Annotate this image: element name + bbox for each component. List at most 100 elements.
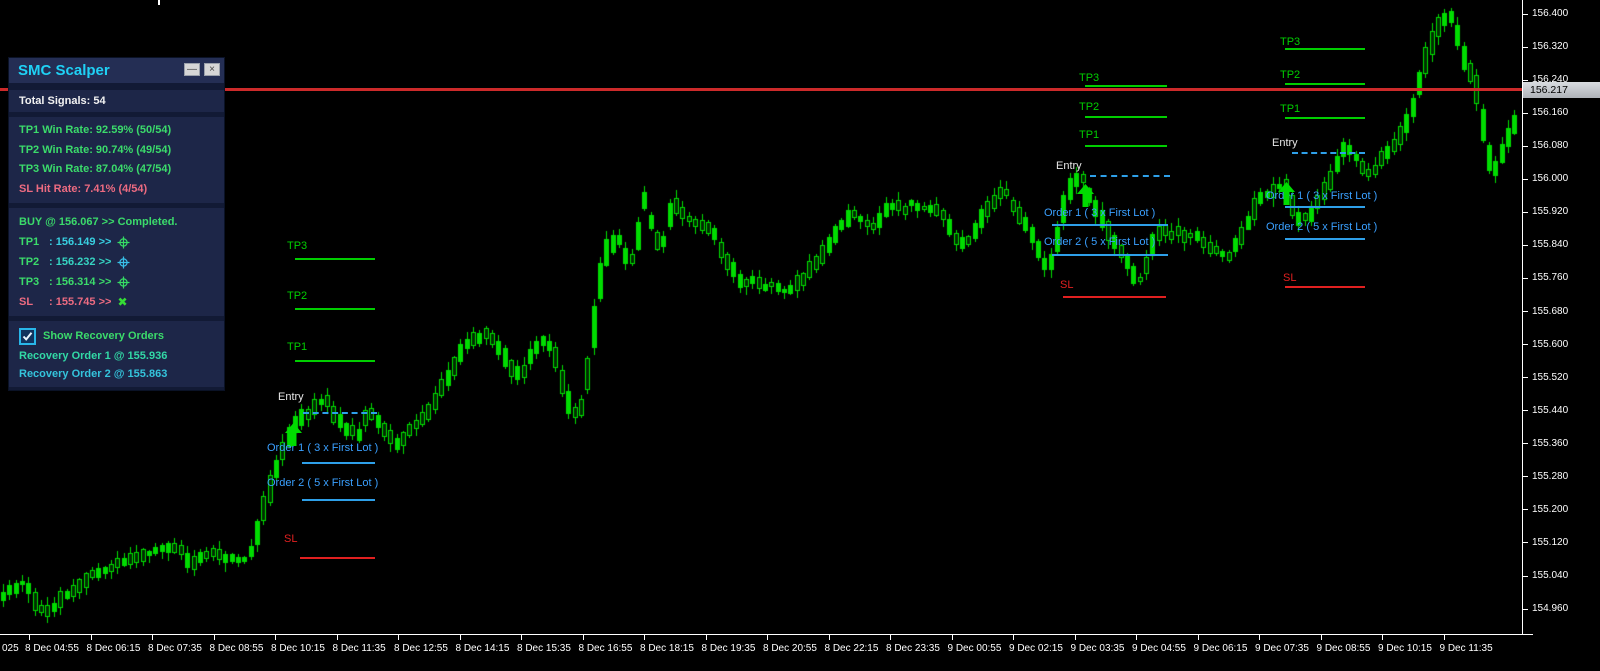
- checkmark-icon: [22, 331, 33, 341]
- time-axis-tick: [213, 635, 215, 640]
- time-axis-label: 8 Dec 12:55: [394, 643, 448, 654]
- price-axis-label: 155.600: [1532, 338, 1569, 350]
- price-axis-label: 156.160: [1532, 107, 1569, 119]
- price-axis-label: 155.200: [1532, 503, 1569, 515]
- order-label: Order 2 ( 5 x First Lot ): [1266, 221, 1378, 233]
- time-axis-tick: [890, 635, 891, 640]
- crosshair-icon: [117, 236, 130, 249]
- signal-row-label: TP1: [19, 236, 40, 248]
- time-axis[interactable]: 025 8 Dec 04:55 8 Dec 06:15 8 Dec 07:35 8 D…: [0, 634, 1600, 671]
- time-axis-tick: [275, 635, 276, 640]
- order-label: Order 2 ( 5 x First Lot ): [267, 477, 379, 489]
- entry-label: Entry: [278, 391, 304, 403]
- price-axis-tick: [1523, 46, 1528, 48]
- panel-titlebar[interactable]: SMC Scalper — ×: [9, 58, 224, 83]
- buy-arrow-icon: [285, 423, 302, 451]
- price-axis-label: 156.400: [1532, 8, 1569, 19]
- tp-label: TP1: [1280, 103, 1301, 115]
- order-line: [302, 462, 375, 464]
- sl-line: [300, 557, 375, 559]
- time-axis-label: 8 Dec 11:35: [332, 643, 386, 654]
- win-rate-row: SL Hit Rate: 7.41% (4/54): [19, 182, 148, 195]
- time-axis-label: 8 Dec 23:35: [886, 643, 940, 654]
- active-signal-section: BUY @ 156.067 >> Completed. TP1 : 156.14…: [9, 208, 224, 316]
- chart-plot-area[interactable]: TP3 TP2 TP1 Entry Order 1 ( 3 x First Lot ) O…: [0, 0, 1522, 634]
- time-axis-tick: [1443, 635, 1445, 640]
- time-axis-label: 8 Dec 19:35: [701, 643, 756, 654]
- total-signals-section: Total Signals: 54: [9, 90, 224, 112]
- time-axis-label: 8 Dec 15:35: [517, 643, 571, 654]
- tp-label: TP1: [1079, 129, 1100, 141]
- time-axis-tick: [1259, 635, 1260, 640]
- price-axis[interactable]: 156.400 156.320 156.240 156.160 156.080 156.0…: [1522, 0, 1600, 634]
- time-axis-label: 8 Dec 07:35: [148, 643, 202, 654]
- scroll-position-marker: [158, 0, 160, 5]
- time-axis-label: 9 Dec 07:35: [1255, 643, 1309, 654]
- price-axis-label: 155.520: [1532, 371, 1569, 383]
- total-signals-text: Total Signals: 54: [19, 95, 106, 107]
- time-axis-tick: [644, 635, 645, 640]
- order-line: [1052, 224, 1168, 226]
- price-axis-tick: [1523, 244, 1528, 246]
- buy-arrow-icon: [1278, 182, 1295, 210]
- sl-label: SL: [1060, 279, 1074, 291]
- price-axis-tick: [1523, 509, 1528, 511]
- current-price-tag: 156.217: [1523, 82, 1600, 98]
- entry-label: Entry: [1056, 160, 1082, 172]
- price-axis-label: 156.240: [1532, 74, 1569, 86]
- price-axis-tick: [1523, 79, 1528, 81]
- time-axis-label: 9 Dec 03:35: [1070, 643, 1125, 654]
- time-axis-tick: [459, 635, 461, 640]
- time-axis-label: 8 Dec 14:15: [455, 643, 510, 654]
- panel-title: SMC Scalper: [18, 62, 110, 79]
- time-axis-tick: [705, 635, 707, 640]
- price-axis-label: 155.760: [1532, 272, 1569, 284]
- current-price-line: [0, 88, 1522, 91]
- time-axis-label: 8 Dec 04:55: [25, 643, 79, 654]
- tp-line: [1285, 117, 1365, 119]
- time-axis-label: 9 Dec 00:55: [947, 643, 1002, 654]
- time-axis-tick: [951, 635, 953, 640]
- minimize-button[interactable]: —: [184, 63, 200, 76]
- time-axis-label: 9 Dec 11:35: [1439, 643, 1493, 654]
- time-axis-tick: [29, 635, 30, 640]
- tp-line: [1285, 48, 1365, 50]
- price-axis-tick: [1523, 575, 1528, 577]
- time-axis-label: 8 Dec 08:55: [209, 643, 264, 654]
- price-axis-label: 155.920: [1532, 206, 1569, 218]
- time-axis-label: 9 Dec 10:15: [1378, 643, 1432, 654]
- signal-row-value: : 155.745 >>: [46, 296, 112, 308]
- time-axis-border: [0, 634, 1533, 635]
- close-cross-icon: ✖: [117, 295, 128, 309]
- tp-line: [1085, 85, 1167, 87]
- price-axis-tick: [1523, 608, 1528, 610]
- sl-line: [1063, 296, 1166, 298]
- price-axis-label: 155.440: [1532, 404, 1569, 416]
- price-axis-label: 156.080: [1532, 140, 1569, 152]
- tp-label: TP3: [1280, 36, 1301, 48]
- time-axis-label: 8 Dec 06:15: [86, 643, 141, 654]
- time-axis-tick: [582, 635, 584, 640]
- time-axis-tick: [1320, 635, 1322, 640]
- time-axis-label: 8 Dec 22:15: [824, 643, 879, 654]
- price-axis-label: 155.120: [1532, 536, 1569, 548]
- price-axis-tick: [1523, 277, 1528, 279]
- price-axis-tick: [1523, 443, 1528, 445]
- order-label: Order 2 ( 5 x First Lot ): [1044, 236, 1156, 248]
- show-recovery-orders-checkbox[interactable]: [19, 327, 36, 345]
- buy-arrow-icon: [1077, 184, 1094, 212]
- sl-label: SL: [1283, 272, 1297, 284]
- time-axis-label: 8 Dec 16:55: [578, 643, 633, 654]
- time-axis-label: 8 Dec 20:55: [763, 643, 817, 654]
- time-axis-tick: [767, 635, 768, 640]
- tp-line: [1085, 145, 1167, 147]
- close-button[interactable]: ×: [204, 63, 220, 76]
- order-line: [1285, 206, 1365, 208]
- price-axis-tick: [1523, 410, 1528, 412]
- price-axis-tick: [1523, 211, 1528, 213]
- time-axis-label: 9 Dec 06:15: [1193, 643, 1248, 654]
- signal-row-value: : 156.232 >>: [46, 256, 112, 268]
- signal-row-value: : 156.149 >>: [46, 236, 112, 248]
- time-axis-tick: [521, 635, 522, 640]
- signal-row: TP3 : 156.314 >>: [19, 272, 224, 292]
